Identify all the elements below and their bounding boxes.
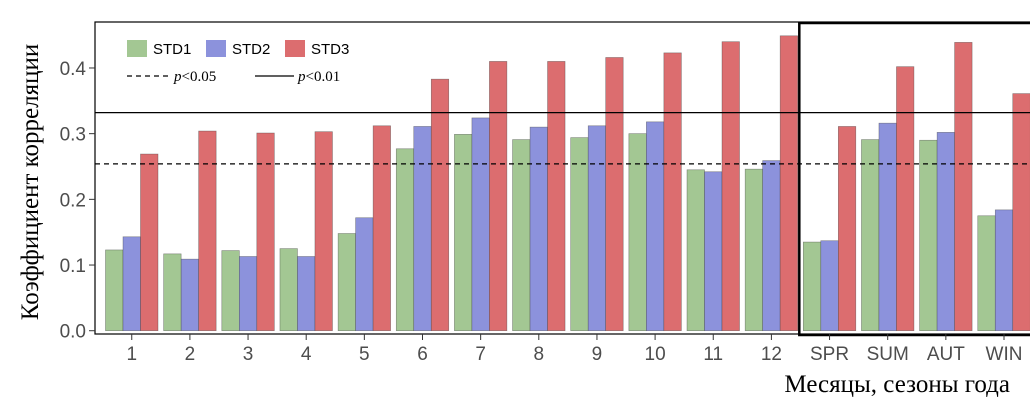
- bar-std3-aut: [954, 42, 973, 332]
- x-tick-label: 3: [243, 344, 254, 365]
- bar-std3-9: [605, 57, 624, 332]
- bar-std2-2: [180, 258, 199, 332]
- bar-std1-11: [686, 169, 705, 332]
- x-axis-title: Месяцы, сезоны года: [784, 371, 1010, 398]
- bar-std1-spr: [802, 241, 822, 332]
- legend-label-std3: STD3: [311, 41, 349, 58]
- bar-std2-spr: [820, 240, 839, 332]
- legend-p001-p: p: [297, 69, 306, 85]
- bar-std2-10: [646, 121, 665, 332]
- legend-label-std1: STD1: [153, 41, 191, 58]
- y-axis: 0.0 0.1 0.2 0.3 0.4: [60, 59, 95, 343]
- x-tick-label: WIN: [986, 344, 1023, 365]
- legend-swatch-std1: [127, 40, 147, 57]
- plot-frame: [94, 21, 1030, 335]
- bar-std2-3: [239, 256, 258, 332]
- x-tick-label: SPR: [810, 344, 849, 365]
- bar-std3-7: [489, 61, 508, 332]
- x-tick-label: 11: [703, 344, 723, 365]
- x-tick-label: 4: [301, 344, 312, 365]
- bar-std2-4: [297, 256, 316, 332]
- x-tick-label: 9: [592, 344, 603, 365]
- bar-std1-9: [570, 137, 589, 332]
- y-tick-label: 0.4: [60, 59, 87, 80]
- bar-std3-11: [721, 41, 740, 332]
- legend-label-p005: p<0.05: [173, 69, 216, 85]
- bar-std3-6: [430, 78, 450, 332]
- x-tick-label: SUM: [867, 344, 909, 365]
- bar-std2-win: [994, 209, 1014, 332]
- x-tick-label: 6: [417, 344, 428, 365]
- x-tick-label: 12: [761, 344, 782, 365]
- bar-std1-4: [279, 248, 298, 332]
- legend: STD1 STD2 STD3 p<0.05 p<0.01: [127, 40, 349, 85]
- legend-p001-rest: <0.01: [306, 69, 341, 85]
- bar-std1-3: [221, 250, 240, 332]
- season-highlight-box: [798, 21, 1030, 337]
- x-tick-label: 7: [475, 344, 486, 365]
- bars-layer: [105, 35, 1030, 332]
- bar-std3-1: [140, 153, 159, 332]
- bar-std1-1: [105, 249, 124, 332]
- bar-std3-2: [198, 130, 217, 332]
- y-tick-label: 0.3: [60, 125, 86, 146]
- bar-std1-sum: [861, 139, 880, 332]
- bar-std2-8: [529, 126, 548, 332]
- bar-std1-6: [395, 148, 415, 332]
- bar-std2-11: [704, 171, 723, 332]
- bar-std1-win: [977, 215, 996, 332]
- bar-std3-5: [372, 125, 391, 332]
- y-axis-title: Коэффициент корреляции: [17, 44, 44, 320]
- bar-std1-12: [744, 168, 763, 332]
- legend-p005-rest: <0.05: [182, 69, 217, 85]
- legend-swatch-std3: [285, 40, 305, 57]
- bar-std1-aut: [919, 139, 938, 332]
- bar-std3-sum: [896, 66, 915, 332]
- x-tick-label: 1: [126, 344, 137, 365]
- bar-std3-4: [314, 131, 333, 332]
- bar-std3-3: [256, 132, 275, 332]
- bar-std1-8: [512, 139, 531, 332]
- legend-label-p001: p<0.01: [297, 69, 340, 85]
- x-tick-label: 2: [185, 344, 196, 365]
- bar-std3-win: [1012, 93, 1030, 332]
- bar-std2-7: [471, 117, 490, 332]
- y-tick-label: 0.2: [60, 190, 86, 211]
- x-tick-label: 8: [534, 344, 545, 365]
- bar-std1-10: [628, 133, 647, 332]
- y-tick-label: 0.1: [60, 256, 86, 277]
- x-axis: 1 2 3 4 5 6 7 8 9 10 11 12 SPR SUM AUT WIN: [126, 334, 1022, 365]
- bar-std1-5: [337, 233, 356, 332]
- bar-std3-10: [663, 52, 682, 332]
- x-tick-label: AUT: [927, 344, 965, 365]
- x-tick-label: 10: [645, 344, 666, 365]
- bar-std3-8: [547, 61, 566, 332]
- bar-std2-1: [122, 236, 141, 332]
- x-tick-label: 5: [359, 344, 370, 365]
- bar-std3-spr: [837, 126, 857, 332]
- legend-swatch-std2: [206, 40, 226, 57]
- legend-label-std2: STD2: [232, 41, 270, 58]
- bar-std3-12: [779, 35, 798, 332]
- bar-std2-aut: [936, 132, 955, 332]
- bar-std2-9: [587, 125, 607, 332]
- bar-std1-2: [163, 253, 182, 332]
- bar-std2-5: [355, 217, 374, 332]
- bar-std2-12: [762, 160, 781, 332]
- bar-std2-6: [413, 126, 432, 332]
- legend-p005-p: p: [173, 69, 182, 85]
- y-tick-label: 0.0: [60, 322, 86, 343]
- bar-std2-sum: [878, 122, 897, 332]
